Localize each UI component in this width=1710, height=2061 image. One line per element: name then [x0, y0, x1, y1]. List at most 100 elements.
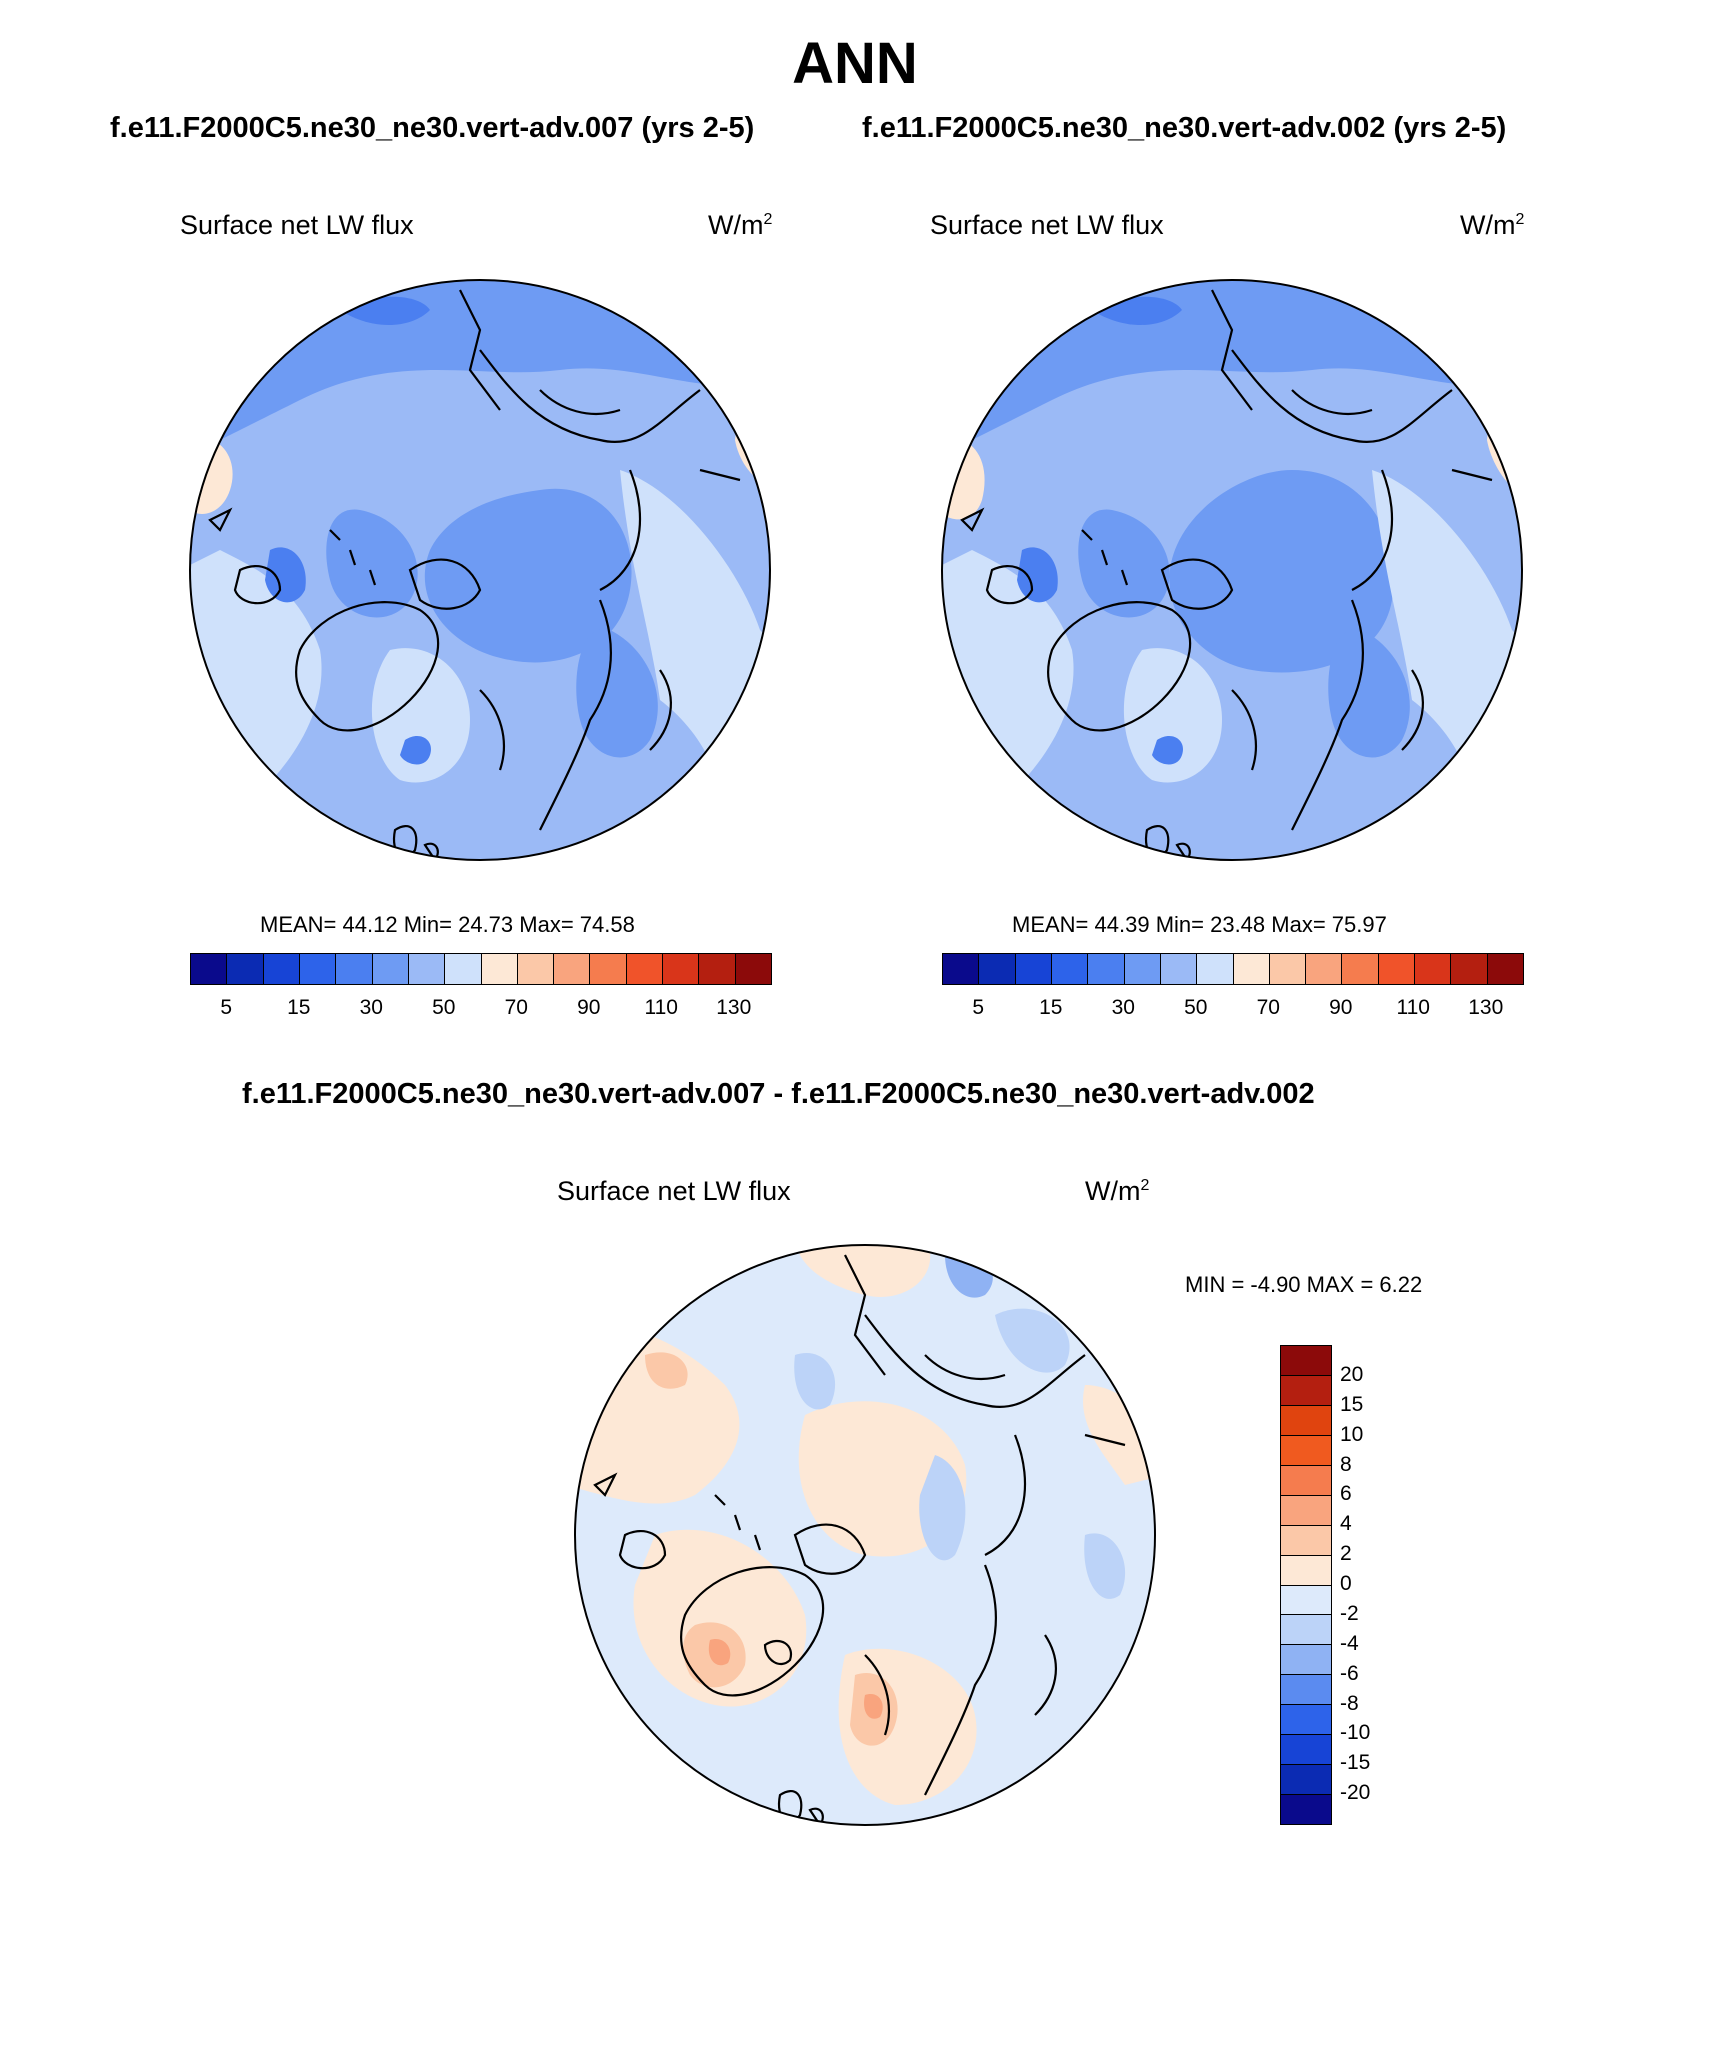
colorbar-swatch [1415, 954, 1452, 984]
colorbar-swatch [263, 954, 300, 984]
colorbar-tick-label: 15 [287, 996, 311, 1019]
colorbar-swatch [1281, 1735, 1331, 1766]
colorbar-tick-label: 4 [1340, 1512, 1352, 1536]
colorbar-swatch [626, 954, 664, 984]
colorbar-diff [1280, 1345, 1332, 1825]
colorbar-tick-label: -10 [1340, 1721, 1371, 1745]
colorbar-left [190, 953, 772, 985]
colorbar-tick-label: 5 [972, 996, 985, 1019]
colorbar-swatch [1281, 1525, 1331, 1556]
colorbar-swatch [735, 954, 771, 984]
colorbar-tick-label: 2 [1340, 1542, 1352, 1566]
panel-diff-units: W/m2 [1085, 1176, 1150, 1206]
colorbar-tick-label: 10 [1340, 1422, 1364, 1446]
colorbar-swatch [1088, 954, 1125, 984]
colorbar-swatch [1306, 954, 1343, 984]
colorbar-swatch [336, 954, 373, 984]
colorbar-tick-label: 90 [1329, 996, 1353, 1019]
panel-diff-title: Surface net LW flux [557, 1176, 791, 1206]
colorbar-tick-label: -20 [1340, 1781, 1371, 1805]
colorbar-tick-label: 70 [1256, 996, 1280, 1019]
polar-map-right [941, 279, 1523, 861]
colorbar-tick-label: 130 [1468, 996, 1504, 1019]
colorbar-swatch [1281, 1375, 1331, 1406]
colorbar-swatch [227, 954, 264, 984]
colorbar-tick-label: 15 [1340, 1392, 1364, 1416]
colorbar-swatch [408, 954, 446, 984]
colorbar-tick-label: 90 [577, 996, 601, 1019]
colorbar-tick-label: -2 [1340, 1601, 1359, 1625]
colorbar-tick-label: 110 [644, 996, 678, 1019]
colorbar-left-ticks: 5 15 30 50 70 90 110 130 [190, 996, 770, 1026]
colorbar-swatch [372, 954, 409, 984]
colorbar-swatch [1160, 954, 1198, 984]
colorbar-swatch [299, 954, 337, 984]
colorbar-swatch [1281, 1555, 1331, 1586]
colorbar-swatch [1281, 1405, 1331, 1436]
colorbar-tick-label: 6 [1340, 1482, 1352, 1506]
colorbar-tick-label: 30 [359, 996, 383, 1019]
page-title: ANN [792, 31, 918, 96]
colorbar-swatch [1233, 954, 1270, 984]
polar-map-left [189, 279, 771, 861]
colorbar-swatch [1281, 1795, 1331, 1824]
colorbar-swatch [1451, 954, 1488, 984]
colorbar-tick-label: -4 [1340, 1631, 1359, 1655]
colorbar-swatch [1281, 1585, 1331, 1616]
colorbar-swatch [1281, 1705, 1331, 1736]
colorbar-tick-label: -6 [1340, 1661, 1359, 1685]
panel-left-title: Surface net LW flux [180, 210, 414, 240]
colorbar-swatch [943, 954, 980, 984]
colorbar-swatch [699, 954, 736, 984]
colorbar-swatch [1342, 954, 1379, 984]
colorbar-swatch [663, 954, 700, 984]
colorbar-swatch [1281, 1465, 1331, 1496]
colorbar-tick-label: 130 [716, 996, 752, 1019]
colorbar-tick-label: 30 [1111, 996, 1135, 1019]
colorbar-tick-label: 8 [1340, 1452, 1352, 1476]
panel-right-stats: MEAN= 44.39 Min= 23.48 Max= 75.97 [1012, 912, 1387, 937]
colorbar-swatch [1281, 1495, 1331, 1526]
colorbar-tick-label: 50 [432, 996, 456, 1019]
colorbar-swatch [1051, 954, 1089, 984]
colorbar-swatch [554, 954, 591, 984]
colorbar-swatch [1197, 954, 1234, 984]
colorbar-swatch [1487, 954, 1523, 984]
colorbar-tick-label: 20 [1340, 1362, 1364, 1386]
panel-diff-stats: MIN = -4.90 MAX = 6.22 [1185, 1272, 1423, 1297]
colorbar-swatch [1281, 1675, 1331, 1706]
diff-case-title: f.e11.F2000C5.ne30_ne30.vert-adv.007 - f… [242, 1078, 1315, 1110]
colorbar-swatch [481, 954, 518, 984]
colorbar-swatch [1281, 1615, 1331, 1646]
colorbar-swatch [1281, 1765, 1331, 1796]
colorbar-right [942, 953, 1524, 985]
case-title-right: f.e11.F2000C5.ne30_ne30.vert-adv.002 (yr… [862, 112, 1507, 144]
colorbar-swatch [1281, 1435, 1331, 1466]
colorbar-tick-label: 15 [1039, 996, 1063, 1019]
colorbar-swatch [445, 954, 482, 984]
colorbar-tick-label: 110 [1396, 996, 1430, 1019]
polar-map-diff [574, 1244, 1156, 1826]
colorbar-swatch [1281, 1346, 1331, 1376]
colorbar-swatch [590, 954, 627, 984]
colorbar-swatch [1281, 1645, 1331, 1676]
panel-right-title: Surface net LW flux [930, 210, 1164, 240]
colorbar-tick-label: 5 [220, 996, 233, 1019]
colorbar-right-ticks: 5 15 30 50 70 90 110 130 [942, 996, 1522, 1026]
colorbar-swatch [1124, 954, 1161, 984]
colorbar-swatch [979, 954, 1016, 984]
panel-right-units: W/m2 [1460, 210, 1525, 240]
colorbar-swatch [1015, 954, 1052, 984]
colorbar-diff-ticks: 20 15 10 8 6 4 2 0 -2 -4 -6 -8 -10 -15 -20 [1340, 1345, 1400, 1823]
panel-left-units: W/m2 [708, 210, 773, 240]
panel-left-stats: MEAN= 44.12 Min= 24.73 Max= 74.58 [260, 912, 635, 937]
colorbar-tick-label: 0 [1340, 1572, 1352, 1595]
colorbar-tick-label: -8 [1340, 1691, 1359, 1715]
colorbar-tick-label: -15 [1340, 1751, 1371, 1775]
colorbar-swatch [517, 954, 555, 984]
colorbar-swatch [1378, 954, 1416, 984]
case-title-left: f.e11.F2000C5.ne30_ne30.vert-adv.007 (yr… [110, 112, 755, 144]
colorbar-swatch [191, 954, 228, 984]
colorbar-tick-label: 70 [504, 996, 528, 1019]
colorbar-tick-label: 50 [1184, 996, 1208, 1019]
